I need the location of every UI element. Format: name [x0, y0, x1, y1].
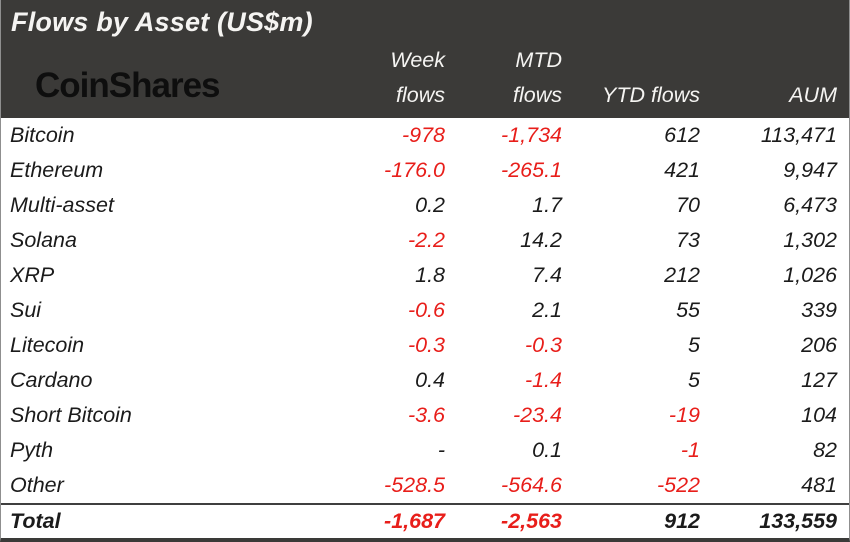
table-row: Bitcoin -978 -1,734 612 113,471 — [1, 118, 849, 153]
week-flows-cell: -2.2 — [407, 228, 445, 252]
aum-cell: 127 — [801, 368, 837, 392]
week-flows-cell: -176.0 — [384, 158, 445, 182]
week-flows-cell: - — [437, 438, 445, 462]
table-row: Solana -2.2 14.2 73 1,302 — [1, 223, 849, 258]
table-header: Flows by Asset (US$m) CoinShares Week fl… — [1, 0, 849, 118]
column-header-ytd-flows: YTD flows — [562, 43, 700, 113]
column-header-mtd-flows: MTD flows — [445, 43, 562, 113]
ytd-flows-cell: -19 — [668, 403, 700, 427]
aum-cell: 82 — [813, 438, 837, 462]
mtd-flows-cell: 14.2 — [520, 228, 562, 252]
column-header-week-flows: Week flows — [337, 43, 445, 113]
ytd-flows-cell: 421 — [664, 158, 700, 182]
week-flows-cell: -0.3 — [407, 333, 445, 357]
mtd-flows-cell: 1.7 — [532, 193, 562, 217]
aum-cell: 9,947 — [783, 158, 837, 182]
table-row: Sui -0.6 2.1 55 339 — [1, 293, 849, 328]
total-week-flows-cell: -1,687 — [384, 509, 445, 533]
table-row: Multi-asset 0.2 1.7 70 6,473 — [1, 188, 849, 223]
table-row: Cardano 0.4 -1.4 5 127 — [1, 363, 849, 398]
total-mtd-flows-cell: -2,563 — [501, 509, 562, 533]
week-flows-cell: -978 — [401, 123, 445, 147]
ytd-flows-cell: -1 — [680, 438, 700, 462]
table-row: Pyth - 0.1 -1 82 — [1, 433, 849, 468]
aum-cell: 1,302 — [783, 228, 837, 252]
mtd-flows-cell: -23.4 — [512, 403, 562, 427]
asset-name-cell: Bitcoin — [10, 123, 75, 147]
mtd-flows-cell: 2.1 — [532, 298, 562, 322]
table-row: Litecoin -0.3 -0.3 5 206 — [1, 328, 849, 363]
ytd-flows-cell: 55 — [676, 298, 700, 322]
aum-cell: 339 — [801, 298, 837, 322]
week-flows-cell: 1.8 — [415, 263, 445, 287]
aum-cell: 6,473 — [783, 193, 837, 217]
asset-name-cell: Short Bitcoin — [10, 403, 132, 427]
ytd-flows-cell: -522 — [656, 473, 700, 497]
asset-name-cell: Sui — [10, 298, 42, 322]
ytd-flows-cell: 612 — [664, 123, 700, 147]
mtd-flows-cell: -0.3 — [524, 333, 562, 357]
total-aum-cell: 133,559 — [759, 509, 837, 533]
column-header-row: CoinShares Week flows MTD flows YTD flow… — [1, 38, 849, 118]
table-row: XRP 1.8 7.4 212 1,026 — [1, 258, 849, 293]
aum-cell: 1,026 — [783, 263, 837, 287]
week-flows-cell: -3.6 — [407, 403, 445, 427]
aum-cell: 104 — [801, 403, 837, 427]
column-header-line: YTD flows — [602, 83, 700, 107]
table-row: Ethereum -176.0 -265.1 421 9,947 — [1, 153, 849, 188]
mtd-flows-cell: -1.4 — [524, 368, 562, 392]
mtd-flows-cell: -265.1 — [501, 158, 562, 182]
column-header-line: AUM — [789, 83, 837, 107]
asset-name-cell: Ethereum — [10, 158, 104, 182]
table-title: Flows by Asset (US$m) — [11, 7, 313, 37]
column-header-line: flows — [513, 83, 562, 107]
column-header-aum: AUM — [700, 43, 837, 113]
aum-cell: 206 — [801, 333, 837, 357]
mtd-flows-cell: 0.1 — [532, 438, 562, 462]
mtd-flows-cell: -1,734 — [501, 123, 562, 147]
mtd-flows-cell: -564.6 — [501, 473, 562, 497]
ytd-flows-cell: 5 — [688, 368, 700, 392]
ytd-flows-cell: 73 — [676, 228, 700, 252]
column-header-line — [700, 43, 837, 78]
asset-name-cell: Litecoin — [10, 333, 85, 357]
aum-cell: 481 — [801, 473, 837, 497]
table-body: Bitcoin -978 -1,734 612 113,471 Ethereum… — [1, 118, 849, 538]
ytd-flows-cell: 212 — [664, 263, 700, 287]
logo-cell: CoinShares — [1, 68, 337, 113]
asset-name-cell: XRP — [10, 263, 55, 287]
column-header-line: flows — [396, 83, 445, 107]
column-header-line — [562, 43, 700, 78]
asset-name-cell: Pyth — [10, 438, 54, 462]
ytd-flows-cell: 5 — [688, 333, 700, 357]
aum-cell: 113,471 — [760, 123, 837, 147]
table-row: Short Bitcoin -3.6 -23.4 -19 104 — [1, 398, 849, 433]
asset-name-cell: Solana — [10, 228, 77, 252]
week-flows-cell: 0.4 — [415, 368, 445, 392]
asset-name-cell: Cardano — [10, 368, 93, 392]
total-ytd-flows-cell: 912 — [664, 509, 700, 533]
total-row: Total -1,687 -2,563 912 133,559 — [1, 503, 849, 538]
column-header-line: MTD — [515, 48, 562, 72]
week-flows-cell: -528.5 — [384, 473, 445, 497]
week-flows-cell: -0.6 — [407, 298, 445, 322]
coinshares-logo: CoinShares — [35, 66, 220, 105]
week-flows-cell: 0.2 — [415, 193, 445, 217]
asset-name-cell: Multi-asset — [10, 193, 114, 217]
asset-name-cell: Other — [10, 473, 64, 497]
ytd-flows-cell: 70 — [676, 193, 700, 217]
mtd-flows-cell: 7.4 — [532, 263, 562, 287]
total-label-cell: Total — [10, 509, 61, 533]
column-header-line: Week — [390, 48, 445, 72]
table-row: Other -528.5 -564.6 -522 481 — [1, 468, 849, 503]
